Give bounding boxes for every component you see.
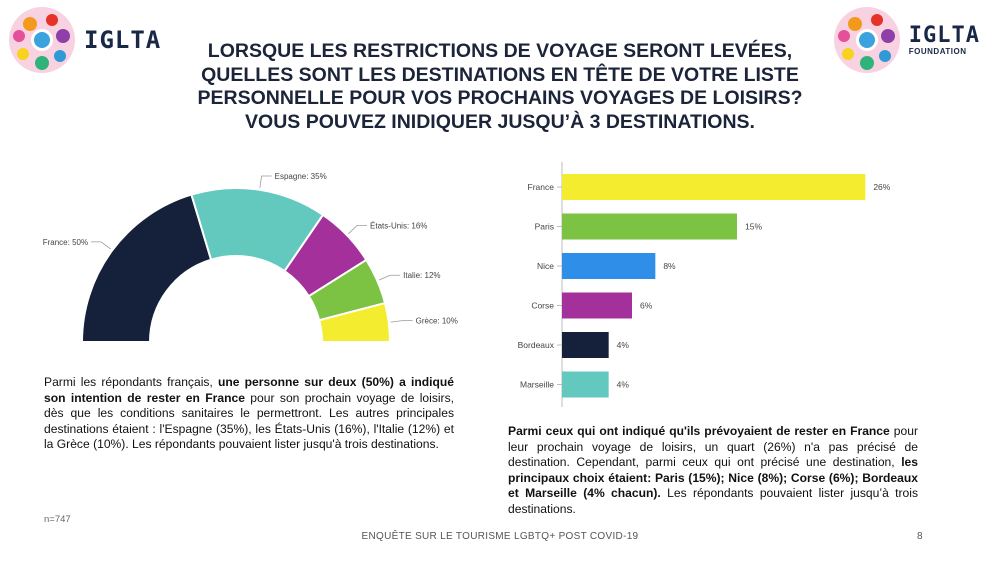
- right-summary-text-2: Les répondants pouvaient lister jusqu’à …: [508, 486, 918, 516]
- bar-category-label-nice: Nice: [537, 261, 554, 271]
- bar-nice: [562, 253, 656, 279]
- title-line-1: LORSQUE LES RESTRICTIONS DE VOYAGE SERON…: [207, 40, 793, 62]
- donut-leader-grece: [390, 320, 413, 323]
- bar-bordeaux: [562, 332, 609, 358]
- bar-value-label-france: 26%: [873, 182, 890, 192]
- donut-leader-etats-unis: [348, 225, 368, 235]
- bar-value-label-nice: 8%: [663, 261, 676, 271]
- title-line-4: VOUS POUVEZ INIDIQUER JUSQU’À 3 DESTINAT…: [245, 110, 755, 133]
- sample-size-note: n=747: [44, 514, 71, 525]
- iglta-foundation-logo-subtext: FOUNDATION: [908, 46, 967, 56]
- bar-category-label-corse: Corse: [531, 301, 554, 311]
- page-title: LORSQUE LES RESTRICTIONS DE VOYAGE SERON…: [140, 40, 860, 134]
- donut-slice-france: [80, 193, 213, 343]
- bar-france: [562, 174, 866, 200]
- right-summary-text-1: pour leur prochain voyage de loisirs, un…: [508, 424, 918, 470]
- iglta-logo: IGLTA: [6, 4, 161, 76]
- bar-category-label-bordeaux: Bordeaux: [518, 340, 555, 350]
- destinations-half-donut-chart: France: 50% Espagne: 35% États-Unis: 16% It…: [43, 172, 458, 343]
- donut-leader-espagne: [259, 175, 272, 188]
- left-summary-bold: une personne sur deux (50%) a indiqué so…: [44, 375, 455, 405]
- donut-label-france: France: 50%: [43, 238, 88, 247]
- right-summary-bold-2: les principaux choix étaient: Paris (15%…: [508, 455, 918, 501]
- bar-value-label-marseille: 4%: [617, 380, 630, 390]
- bar-marseille: [562, 371, 609, 398]
- bar-category-label-paris: Paris: [535, 222, 554, 232]
- bar-category-label-france: France: [528, 182, 555, 192]
- iglta-foundation-logo-text: IGLTA: [908, 22, 980, 48]
- bar-value-label-corse: 6%: [640, 301, 653, 311]
- donut-label-etats-unis: États-Unis: 16%: [370, 222, 427, 231]
- colorful-circle-logo-icon: [833, 7, 900, 73]
- donut-label-italie: Italie: 12%: [403, 271, 440, 280]
- footer-title: ENQUÊTE SUR LE TOURISME LGBTQ+ POST COVI…: [361, 531, 639, 542]
- france-destinations-bar-chart: France 26% Paris 15% Nice 8% Corse 6% Bordeaux 4%…: [518, 162, 891, 407]
- bar-category-label-marseille: Marseille: [520, 380, 554, 390]
- iglta-logo-text: IGLTA: [84, 26, 162, 54]
- left-summary-text-1: Parmi les répondants français,: [44, 375, 218, 389]
- bar-corse: [562, 292, 632, 319]
- donut-leader-italie: [378, 274, 401, 281]
- bar-paris: [562, 213, 737, 240]
- title-line-3: PERSONNELLE POUR VOS PROCHAINS VOYAGES D…: [197, 87, 803, 109]
- donut-leader-france: [91, 241, 111, 250]
- left-summary-paragraph: Parmi les répondants français, une perso…: [44, 375, 454, 453]
- donut-slice-grece: [317, 301, 392, 343]
- colorful-circle-logo-icon: [9, 7, 75, 73]
- right-summary-bold-1: Parmi ceux qui ont indiqué qu'ils prévoy…: [508, 424, 890, 438]
- left-summary-text-2: pour son prochain voyage de loisirs, dès…: [44, 390, 454, 452]
- page-number: 8: [917, 531, 923, 542]
- right-summary-paragraph: Parmi ceux qui ont indiqué qu'ils prévoy…: [508, 424, 918, 518]
- title-line-2: QUELLES SONT LES DESTINATIONS EN TÊTE DE…: [201, 63, 799, 86]
- donut-label-espagne: Espagne: 35%: [275, 172, 327, 181]
- bar-value-label-bordeaux: 4%: [617, 340, 630, 350]
- iglta-foundation-logo: IGLTA FOUNDATION: [831, 4, 980, 76]
- donut-label-grece: Grèce: 10%: [416, 317, 458, 326]
- bar-value-label-paris: 15%: [745, 222, 762, 232]
